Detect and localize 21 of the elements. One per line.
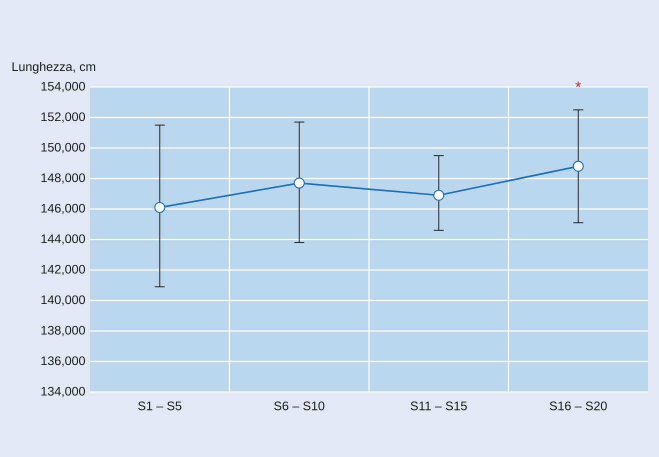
- y-tick-label: 152,000: [41, 112, 85, 123]
- y-tick-label: 136,000: [41, 356, 85, 367]
- x-tick-label: S16 – S20: [550, 402, 607, 410]
- y-tick-label: 134,000: [41, 386, 85, 398]
- x-tick-label: S6 – S10: [274, 402, 324, 410]
- annotation: *: [575, 82, 582, 88]
- y-axis-title: Lunghezza, cm: [12, 62, 96, 74]
- y-tick-label: 142,000: [41, 264, 85, 276]
- x-tick-label: S1 – S5: [138, 402, 182, 410]
- point: [154, 202, 166, 213]
- point: [433, 190, 444, 201]
- point: [294, 178, 305, 189]
- y-tick-label: 146,000: [41, 204, 85, 214]
- y-tick-label: 140,000: [41, 295, 85, 306]
- y-tick-label: 148,000: [41, 173, 85, 184]
- y-tick-label: 138,000: [41, 326, 85, 336]
- point: [572, 160, 584, 172]
- y-tick-label: 144,000: [41, 234, 85, 245]
- y-tick-label: 150,000: [41, 142, 85, 154]
- y-tick-label: 154,000: [41, 82, 85, 92]
- x-tick-label: S11 – S15: [410, 402, 467, 410]
